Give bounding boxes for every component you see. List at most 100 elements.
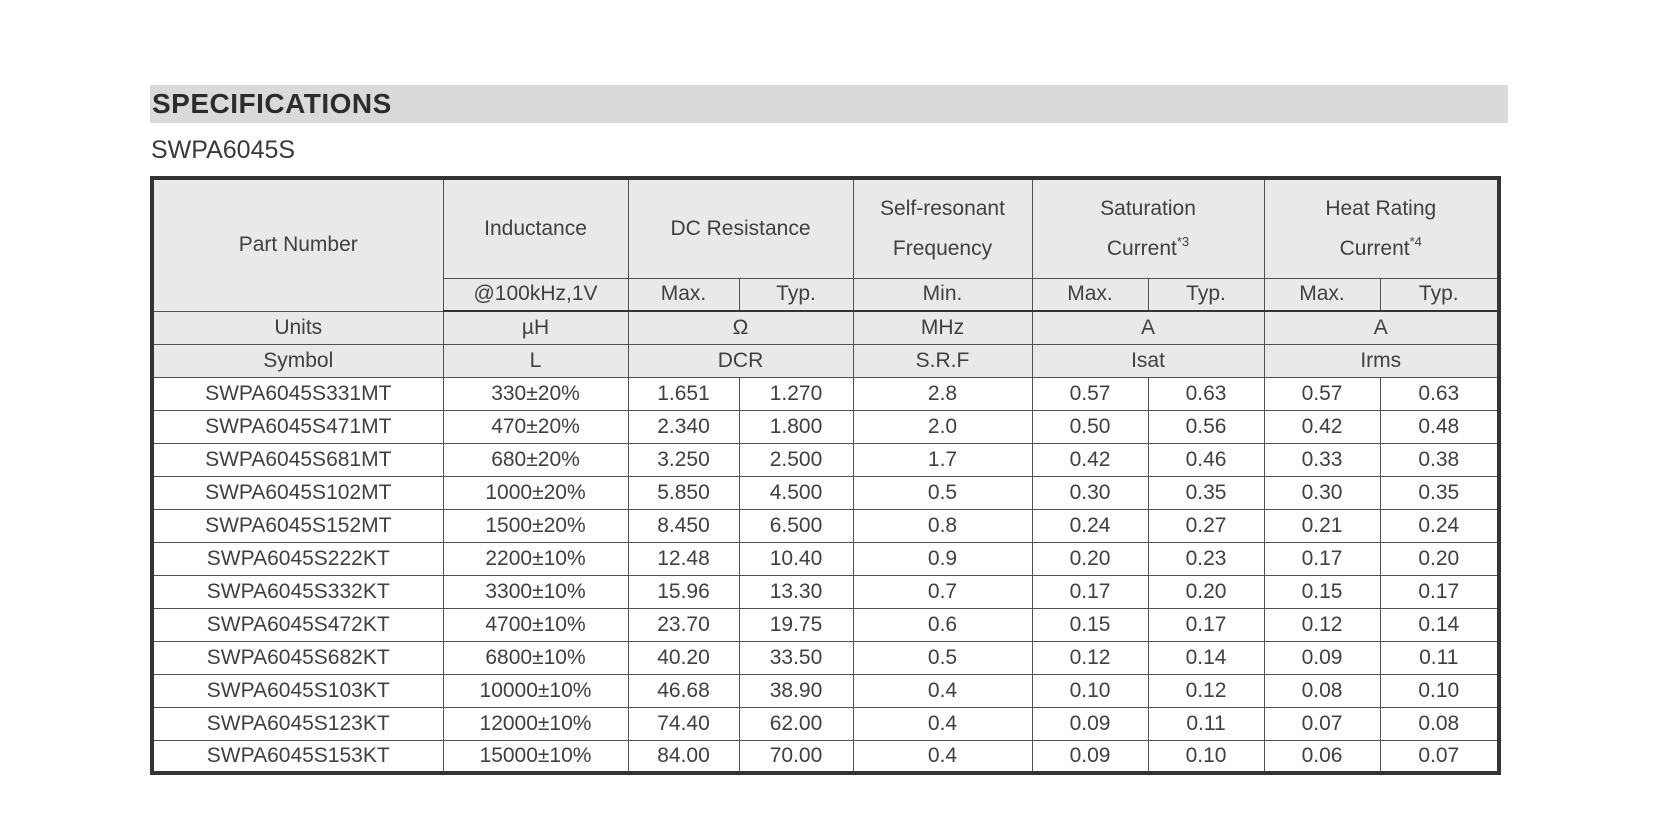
subheader-dcr-typ: Typ. bbox=[738, 277, 854, 312]
cell-dcr-typ: 1.800 bbox=[738, 409, 854, 444]
cell-inductance: 680±20% bbox=[442, 442, 629, 477]
cell-part-number: SWPA6045S153KT bbox=[151, 739, 444, 774]
header-line: Frequency bbox=[892, 236, 993, 260]
cell-isat-max: 0.57 bbox=[1031, 376, 1149, 411]
cell-irms-typ: 0.08 bbox=[1379, 706, 1500, 741]
cell-isat-max: 0.10 bbox=[1031, 673, 1149, 708]
cell-inductance: 1500±20% bbox=[442, 508, 629, 543]
cell-irms-max: 0.15 bbox=[1263, 574, 1381, 609]
header-text: Current bbox=[1106, 236, 1177, 260]
section-header-bar: SPECIFICATIONS bbox=[150, 85, 1508, 123]
cell-inductance: 1000±20% bbox=[442, 475, 629, 510]
cell-dcr-max: 46.68 bbox=[627, 673, 740, 708]
cell-irms-max: 0.30 bbox=[1263, 475, 1381, 510]
units-inductance: µH bbox=[442, 310, 629, 345]
table-row: SWPA6045S123KT 12000±10% 74.40 62.00 0.4 0.09… bbox=[151, 706, 1500, 741]
cell-dcr-typ: 19.75 bbox=[738, 607, 854, 642]
col-header-dc-resistance: DC Resistance bbox=[627, 177, 854, 279]
cell-irms-max: 0.12 bbox=[1263, 607, 1381, 642]
cell-srf-min: 0.5 bbox=[852, 475, 1033, 510]
table-row: SWPA6045S222KT 2200±10% 12.48 10.40 0.9 0.20 0… bbox=[151, 541, 1500, 576]
table-row: SWPA6045S102MT 1000±20% 5.850 4.500 0.5 0.30 0… bbox=[151, 475, 1500, 510]
subheader-irms-max: Max. bbox=[1263, 277, 1381, 312]
units-dcr: Ω bbox=[627, 310, 854, 345]
subheader-srf-min: Min. bbox=[852, 277, 1033, 312]
cell-part-number: SWPA6045S123KT bbox=[151, 706, 444, 741]
cell-irms-typ: 0.38 bbox=[1379, 442, 1500, 477]
symbol-isat: Isat bbox=[1031, 343, 1265, 378]
specifications-table: Part Number Inductance DC Resistance Sel… bbox=[150, 176, 1502, 775]
cell-dcr-typ: 13.30 bbox=[738, 574, 854, 609]
cell-isat-typ: 0.12 bbox=[1147, 673, 1265, 708]
cell-isat-typ: 0.35 bbox=[1147, 475, 1265, 510]
cell-part-number: SWPA6045S332KT bbox=[151, 574, 444, 609]
cell-dcr-typ: 10.40 bbox=[738, 541, 854, 576]
cell-isat-max: 0.09 bbox=[1031, 706, 1149, 741]
cell-inductance: 470±20% bbox=[442, 409, 629, 444]
table-row: SWPA6045S471MT 470±20% 2.340 1.800 2.0 0.50 0.… bbox=[151, 409, 1500, 444]
cell-isat-typ: 0.63 bbox=[1147, 376, 1265, 411]
cell-dcr-max: 8.450 bbox=[627, 508, 740, 543]
cell-isat-max: 0.17 bbox=[1031, 574, 1149, 609]
symbol-label: Symbol bbox=[151, 343, 444, 378]
header-line: Saturation bbox=[1100, 196, 1196, 220]
header-row-groups: Part Number Inductance DC Resistance Sel… bbox=[151, 177, 1500, 312]
cell-irms-max: 0.17 bbox=[1263, 541, 1381, 576]
cell-irms-typ: 0.07 bbox=[1379, 739, 1500, 774]
cell-dcr-typ: 1.270 bbox=[738, 376, 854, 411]
cell-isat-typ: 0.27 bbox=[1147, 508, 1265, 543]
cell-inductance: 4700±10% bbox=[442, 607, 629, 642]
cell-srf-min: 0.4 bbox=[852, 706, 1033, 741]
cell-irms-typ: 0.11 bbox=[1379, 640, 1500, 675]
cell-irms-max: 0.57 bbox=[1263, 376, 1381, 411]
cell-srf-min: 0.5 bbox=[852, 640, 1033, 675]
cell-part-number: SWPA6045S472KT bbox=[151, 607, 444, 642]
col-header-saturation-current: Saturation Current*3 bbox=[1031, 177, 1265, 279]
cell-srf-min: 0.4 bbox=[852, 673, 1033, 708]
cell-inductance: 2200±10% bbox=[442, 541, 629, 576]
cell-dcr-typ: 62.00 bbox=[738, 706, 854, 741]
units-label: Units bbox=[151, 310, 444, 345]
cell-isat-max: 0.12 bbox=[1031, 640, 1149, 675]
footnote-ref-3: *3 bbox=[1176, 233, 1190, 249]
cell-dcr-typ: 2.500 bbox=[738, 442, 854, 477]
subheader-inductance-condition: @100kHz,1V bbox=[442, 277, 629, 312]
cell-isat-typ: 0.56 bbox=[1147, 409, 1265, 444]
symbol-dcr: DCR bbox=[627, 343, 854, 378]
subheader-dcr-max: Max. bbox=[627, 277, 740, 312]
symbol-srf: S.R.F bbox=[852, 343, 1033, 378]
table-row: SWPA6045S153KT 15000±10% 84.00 70.00 0.4 0.09… bbox=[151, 739, 1500, 774]
table-row: SWPA6045S472KT 4700±10% 23.70 19.75 0.6 0.15 0… bbox=[151, 607, 1500, 642]
units-srf: MHz bbox=[852, 310, 1033, 345]
symbol-inductance: L bbox=[442, 343, 629, 378]
cell-irms-max: 0.09 bbox=[1263, 640, 1381, 675]
series-name: SWPA6045S bbox=[151, 136, 296, 164]
symbol-row: Symbol L DCR S.R.F Isat Irms bbox=[151, 343, 1500, 378]
cell-irms-max: 0.33 bbox=[1263, 442, 1381, 477]
cell-isat-typ: 0.46 bbox=[1147, 442, 1265, 477]
cell-srf-min: 2.8 bbox=[852, 376, 1033, 411]
cell-irms-max: 0.21 bbox=[1263, 508, 1381, 543]
cell-irms-max: 0.07 bbox=[1263, 706, 1381, 741]
cell-inductance: 6800±10% bbox=[442, 640, 629, 675]
cell-irms-typ: 0.63 bbox=[1379, 376, 1500, 411]
cell-inductance: 330±20% bbox=[442, 376, 629, 411]
cell-dcr-max: 5.850 bbox=[627, 475, 740, 510]
cell-dcr-max: 12.48 bbox=[627, 541, 740, 576]
subheader-irms-typ: Typ. bbox=[1379, 277, 1500, 312]
cell-inductance: 10000±10% bbox=[442, 673, 629, 708]
table-row: SWPA6045S152MT 1500±20% 8.450 6.500 0.8 0.24 0… bbox=[151, 508, 1500, 543]
cell-inductance: 12000±10% bbox=[442, 706, 629, 741]
cell-dcr-max: 40.20 bbox=[627, 640, 740, 675]
spec-table-body: Units µH Ω MHz A A Symbol L DCR S.R.F Is… bbox=[151, 310, 1500, 774]
header-line: Current*3 bbox=[1033, 229, 1263, 269]
cell-isat-max: 0.50 bbox=[1031, 409, 1149, 444]
cell-dcr-max: 23.70 bbox=[627, 607, 740, 642]
header-line: Current*4 bbox=[1265, 229, 1497, 269]
cell-irms-typ: 0.17 bbox=[1379, 574, 1500, 609]
cell-dcr-max: 1.651 bbox=[627, 376, 740, 411]
cell-srf-min: 2.0 bbox=[852, 409, 1033, 444]
cell-irms-typ: 0.10 bbox=[1379, 673, 1500, 708]
cell-part-number: SWPA6045S682KT bbox=[151, 640, 444, 675]
page-title: SPECIFICATIONS bbox=[152, 88, 392, 119]
